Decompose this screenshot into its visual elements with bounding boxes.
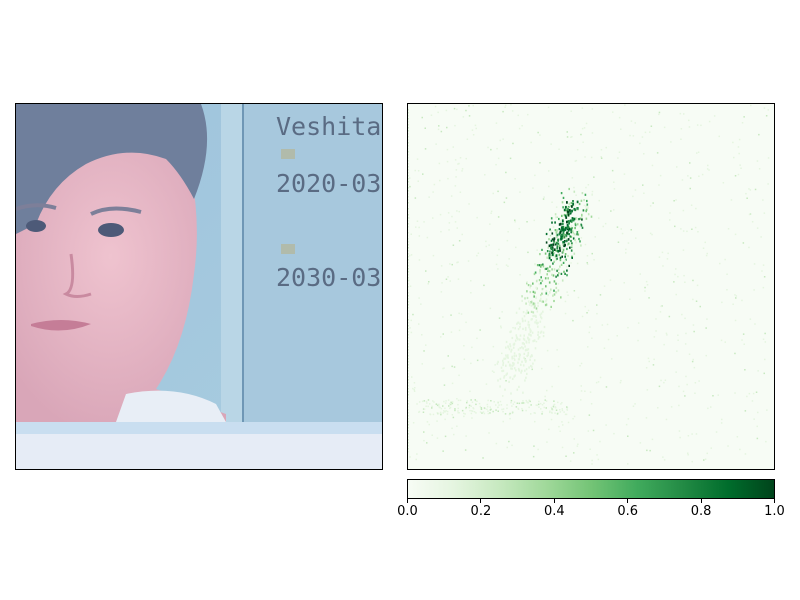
colorbar-tick xyxy=(407,499,408,503)
colorbar-tick-label: 0.0 xyxy=(397,504,418,519)
colorbar-tick xyxy=(774,499,775,503)
card-text-expiry-date: 2030-03 xyxy=(276,263,381,292)
colorbar-tick-label: 0.8 xyxy=(690,504,712,519)
colorbar-tick-label: 0.2 xyxy=(470,504,492,519)
colorbar-tick xyxy=(480,499,482,503)
colorbar-tick-label: 1.0 xyxy=(764,504,785,519)
colorbar-tick-label: 0.4 xyxy=(543,504,565,519)
id-photo-panel: Veshita 2020-03 2030-03 xyxy=(15,103,383,470)
heatmap-panel xyxy=(407,103,775,470)
colorbar-tick-label: 0.6 xyxy=(617,504,639,519)
colorbar-tick xyxy=(627,499,629,503)
colorbar-gradient xyxy=(408,480,774,498)
heatmap-image xyxy=(408,104,770,465)
id-photo-image: Veshita 2020-03 2030-03 xyxy=(16,104,382,469)
colorbar-tick xyxy=(700,499,702,503)
card-text-name: Veshita xyxy=(276,112,381,141)
colorbar-tick xyxy=(553,499,555,503)
card-text-issue-date: 2020-03 xyxy=(276,169,381,198)
colorbar xyxy=(407,479,775,499)
